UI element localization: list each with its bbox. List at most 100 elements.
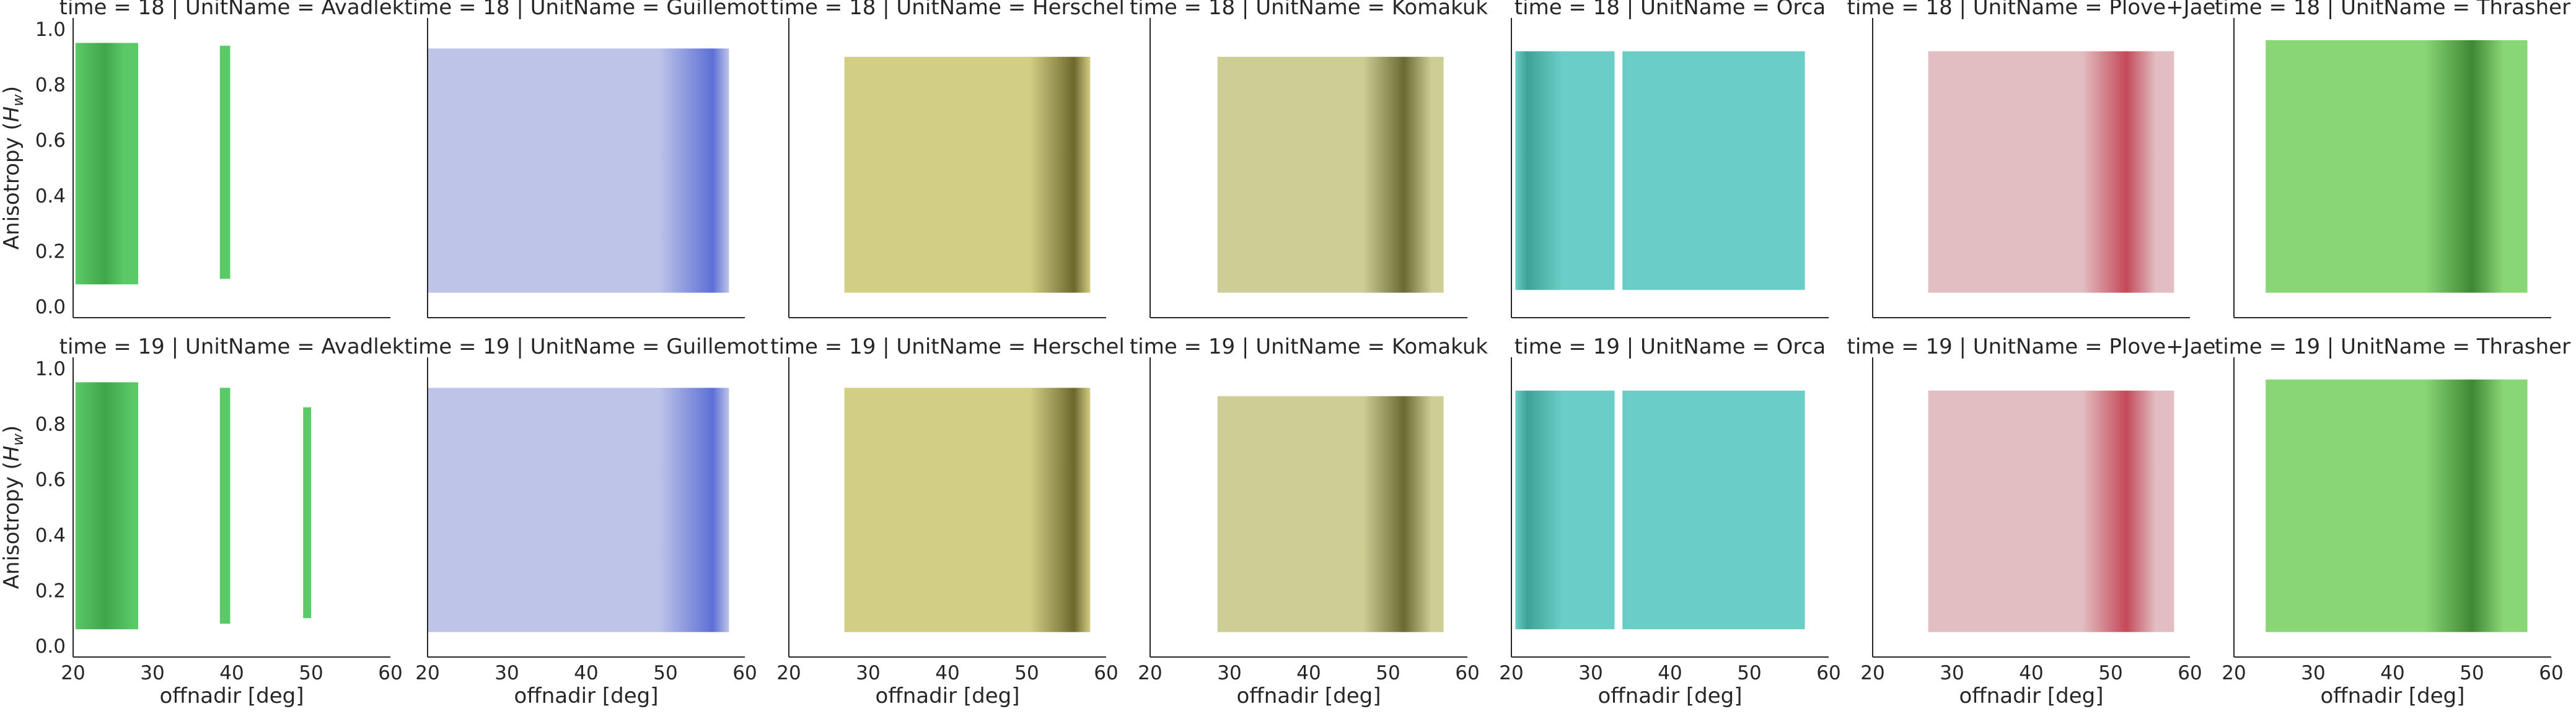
panel-title: time = 19 | UnitName = Thrasher: [2215, 334, 2570, 359]
facet-panel-t18-avadlek: time = 18 | UnitName = Avadlek 0.0 0.2 0.4 0…: [0, 0, 405, 318]
x-tick-label: 60: [732, 662, 757, 684]
panel-title: time = 18 | UnitName = Avadlek: [59, 0, 405, 20]
facet-panel-t19-orca: time = 19 | UnitName = Orca 20 30 40 50 60 off…: [1499, 334, 1840, 708]
y-tick-label: 0.4: [35, 185, 66, 207]
facet-panel-t18-orca: time = 18 | UnitName = Orca: [1511, 0, 1829, 318]
x-tick-label: 40: [1658, 662, 1682, 684]
x-axis-label: offnadir [deg]: [875, 684, 1019, 708]
facet-panel-t18-herschel: time = 18 | UnitName = Herschel: [770, 0, 1125, 318]
facet-panel-t18-plovejae: time = 18 | UnitName = Plove+Jae: [1847, 0, 2216, 318]
point-cloud-segment: [844, 56, 1091, 293]
x-tick-label: 60: [2178, 662, 2202, 684]
y-axis-label: Anisotropy (Hw): [0, 425, 27, 589]
x-tick-label: 40: [1296, 662, 1321, 684]
point-cloud-segment: [1217, 56, 1444, 293]
x-tick-label: 40: [219, 662, 244, 684]
panel-title: time = 19 | UnitName = Herschel: [770, 334, 1125, 359]
facet-panel-t19-komakuk: time = 19 | UnitName = Komakuk 20 30 40 50 60…: [1130, 334, 1488, 708]
x-tick-label: 60: [1094, 662, 1118, 684]
y-tick-label: 1.0: [35, 19, 66, 41]
x-tick-label: 60: [1455, 662, 1479, 684]
panel-title: time = 18 | UnitName = Guillemot: [404, 0, 768, 20]
facet-panel-t18-guillemot: time = 18 | UnitName = Guillemot: [404, 0, 768, 318]
y-tick-label: 0.4: [35, 525, 66, 547]
x-tick-label: 50: [653, 662, 677, 684]
x-tick-label: 50: [1014, 662, 1039, 684]
y-axis-label: Anisotropy (Hw): [0, 86, 27, 250]
point-cloud-segment: [1515, 51, 1615, 290]
point-cloud-segment: [2266, 379, 2528, 632]
point-cloud-segment: [1622, 51, 1805, 290]
facet-panel-t19-thrasher: time = 19 | UnitName = Thrasher 20 30 40 50 6…: [2215, 334, 2570, 708]
point-cloud-segment: [219, 388, 231, 624]
x-tick-label: 20: [1860, 662, 1884, 684]
panel-title: time = 18 | UnitName = Orca: [1514, 0, 1826, 20]
x-axis-label: offnadir [deg]: [1959, 684, 2103, 708]
panel-title: time = 19 | UnitName = Komakuk: [1130, 334, 1488, 359]
x-tick-label: 20: [61, 662, 85, 684]
point-cloud-segment: [1217, 396, 1444, 632]
point-cloud-segment: [428, 388, 729, 632]
panel-title: time = 18 | UnitName = Komakuk: [1130, 0, 1488, 20]
x-axis-label: offnadir [deg]: [2320, 684, 2464, 708]
point-cloud-segment: [219, 45, 231, 279]
x-tick-label: 50: [2098, 662, 2122, 684]
x-tick-label: 20: [415, 662, 439, 684]
x-tick-label: 30: [1217, 662, 1241, 684]
facet-panel-t19-herschel: time = 19 | UnitName = Herschel 20 30 40 50 6…: [770, 334, 1125, 708]
point-cloud-segment: [428, 48, 729, 293]
x-axis-label: offnadir [deg]: [514, 684, 658, 708]
panel-title: time = 19 | UnitName = Guillemot: [404, 334, 768, 359]
x-tick-label: 20: [1138, 662, 1162, 684]
y-tick-label: 0.6: [35, 469, 66, 491]
panel-title: time = 19 | UnitName = Avadlek: [59, 334, 405, 359]
x-tick-label: 30: [2301, 662, 2325, 684]
x-tick-label: 60: [1816, 662, 1840, 684]
y-tick-label: 0.2: [35, 240, 66, 263]
x-tick-label: 40: [2380, 662, 2404, 684]
x-axis-label: offnadir [deg]: [1598, 684, 1742, 708]
y-tick-label: 0.8: [35, 74, 66, 97]
panel-title: time = 19 | UnitName = Plove+Jae: [1847, 334, 2216, 359]
point-cloud-segment: [2266, 40, 2528, 293]
point-cloud-segment: [1928, 51, 2174, 293]
x-axis-label: offnadir [deg]: [159, 684, 304, 708]
point-cloud-segment: [303, 407, 311, 619]
point-cloud-segment: [1928, 390, 2174, 632]
x-tick-label: 20: [1499, 662, 1523, 684]
x-tick-label: 20: [2222, 662, 2246, 684]
y-tick-label: 1.0: [35, 358, 66, 380]
x-tick-label: 30: [1578, 662, 1602, 684]
x-tick-label: 40: [935, 662, 959, 684]
facet-panel-t19-plovejae: time = 19 | UnitName = Plove+Jae 20 30 40 50…: [1847, 334, 2216, 708]
facet-panel-t18-thrasher: time = 18 | UnitName = Thrasher: [2215, 0, 2570, 318]
x-tick-label: 50: [1376, 662, 1400, 684]
facet-panel-t19-avadlek: time = 19 | UnitName = Avadlek 0.0 0.2 0.4 0…: [0, 334, 405, 708]
x-tick-label: 50: [299, 662, 323, 684]
point-cloud-segment: [75, 43, 138, 285]
x-tick-label: 60: [2539, 662, 2563, 684]
y-tick-label: 0.6: [35, 129, 66, 152]
panel-title: time = 18 | UnitName = Thrasher: [2215, 0, 2570, 20]
x-tick-label: 40: [574, 662, 598, 684]
facet-panel-t19-guillemot: time = 19 | UnitName = Guillemot 20 30 40 50…: [404, 334, 768, 708]
x-tick-label: 40: [2019, 662, 2043, 684]
panel-title: time = 18 | UnitName = Plove+Jae: [1847, 0, 2216, 20]
y-tick-label: 0.2: [35, 580, 66, 602]
x-tick-label: 30: [140, 662, 164, 684]
facet-panel-t18-komakuk: time = 18 | UnitName = Komakuk: [1130, 0, 1488, 318]
x-tick-label: 50: [2460, 662, 2484, 684]
point-cloud-segment: [1515, 390, 1615, 630]
y-tick-label: 0.8: [35, 414, 66, 436]
panel-title: time = 19 | UnitName = Orca: [1514, 334, 1826, 359]
point-cloud-segment: [1622, 390, 1805, 630]
point-cloud-segment: [75, 382, 138, 630]
y-tick-label: 0.0: [35, 296, 66, 318]
x-tick-label: 30: [856, 662, 880, 684]
x-tick-label: 30: [495, 662, 519, 684]
x-tick-label: 50: [1737, 662, 1761, 684]
panel-title: time = 18 | UnitName = Herschel: [770, 0, 1125, 20]
x-axis-label: offnadir [deg]: [1236, 684, 1381, 708]
